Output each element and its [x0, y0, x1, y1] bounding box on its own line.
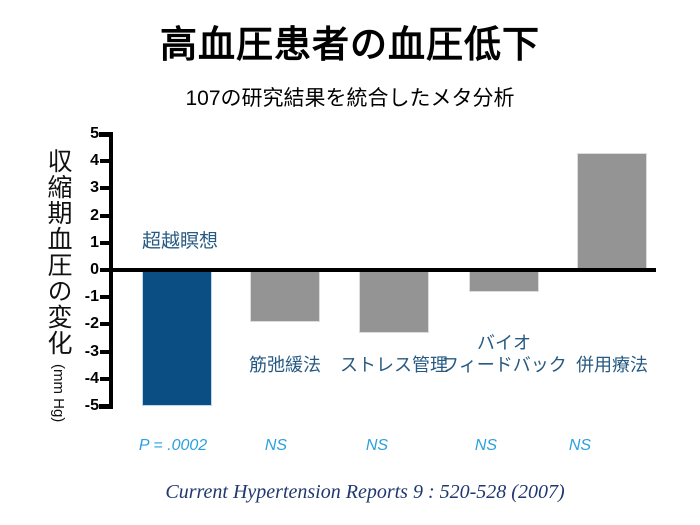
chart-bar [577, 153, 647, 270]
y-axis-tick [100, 349, 109, 354]
y-axis-tick-label: 1 [90, 233, 99, 251]
y-axis-tick [100, 240, 109, 245]
y-axis-tick-label: 4 [90, 152, 99, 170]
y-axis-tick-label: -2 [84, 315, 99, 333]
y-axis-endcap [99, 131, 113, 137]
y-axis-tick-label: 5 [90, 125, 99, 142]
y-axis-tick [100, 268, 109, 272]
y-axis-tick [100, 376, 109, 381]
category-label-line: フィードバック [441, 355, 567, 375]
significance-label: NS [474, 437, 498, 454]
category-label-line: 併用療法 [576, 355, 648, 375]
category-label: 筋弛緩法 [195, 354, 375, 376]
significance-label: NS [264, 437, 288, 454]
chart-bar [469, 270, 539, 292]
category-label-line: 超越瞑想 [142, 231, 219, 252]
zero-baseline [109, 268, 656, 272]
citation: Current Hypertension Reports 9 : 520-528… [165, 481, 565, 503]
category-label-line: ストレス管理 [340, 355, 448, 375]
y-axis-title: 収縮期血圧の変化 (mm Hg) [40, 148, 76, 422]
y-axis-tick [100, 295, 109, 300]
category-label: 併用療法 [522, 354, 700, 376]
category-label: ストレス管理 [304, 354, 484, 376]
chart-bar [142, 270, 212, 406]
chart-subtitle: 107の研究結果を統合したメタ分析 [185, 87, 515, 110]
chart-bar [250, 270, 320, 322]
y-axis-tick-label: -5 [84, 397, 99, 414]
y-axis-unit: (mm Hg) [50, 363, 67, 423]
y-axis-tick-label: -3 [84, 342, 99, 360]
category-label: 超越瞑想 [142, 231, 218, 253]
chart-bar [359, 270, 429, 333]
y-axis-title-text: 収縮期血圧の変化 [44, 148, 72, 356]
category-label-line: バイオ [477, 333, 531, 353]
significance-label: P = .0002 [138, 437, 208, 454]
significance-label: NS [568, 437, 592, 454]
y-axis-tick [100, 322, 109, 327]
y-axis-endcap [99, 403, 113, 409]
y-axis-tick-label: 2 [90, 206, 99, 224]
y-axis-tick-label: 3 [90, 179, 99, 197]
category-label-line: 筋弛緩法 [249, 355, 321, 375]
y-axis-tick [100, 186, 109, 191]
y-axis-tick-label: -4 [84, 369, 99, 387]
y-axis-tick [100, 213, 109, 218]
y-axis-tick-label: 0 [90, 261, 99, 278]
y-axis-tick-label: -1 [84, 288, 99, 306]
y-axis-tick [100, 159, 109, 164]
chart-title: 高血圧患者の血圧低下 [160, 24, 540, 65]
category-label: バイオ フィードバック [414, 332, 594, 376]
significance-label: NS [365, 437, 389, 454]
